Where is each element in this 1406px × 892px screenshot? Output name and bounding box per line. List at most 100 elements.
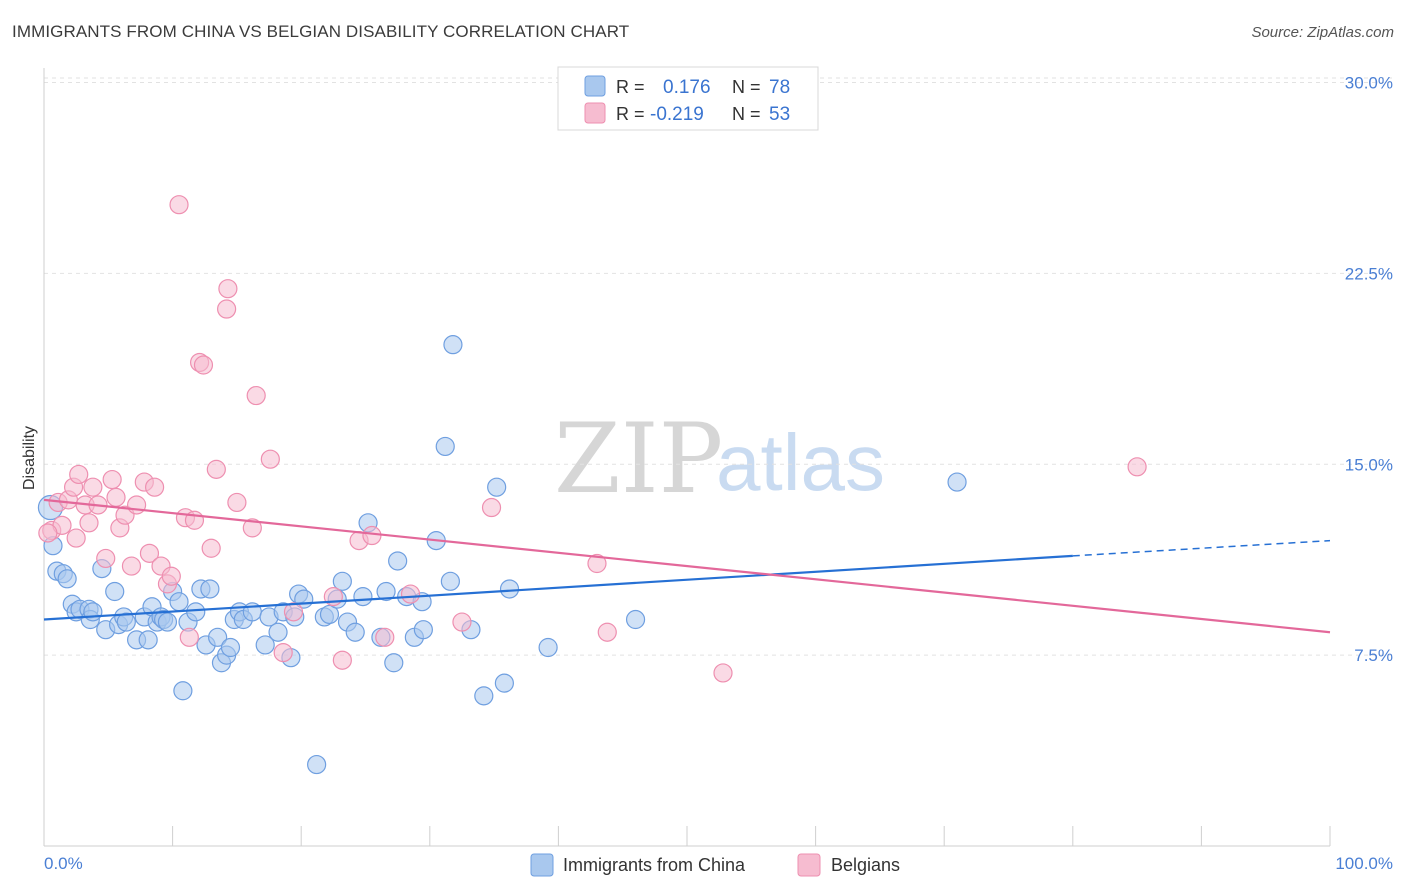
belgian-point — [481, 497, 502, 518]
belgian-point — [69, 464, 89, 485]
belgian-point — [273, 642, 293, 663]
watermark-atlas: atlas — [716, 418, 885, 507]
bottom-legend-label-pink: Belgians — [831, 855, 900, 875]
china-point — [487, 477, 507, 497]
belgian-point — [102, 469, 122, 490]
bottom-legend-swatch-blue — [530, 853, 554, 877]
chart-title: IMMIGRANTS FROM CHINA VS BELGIAN DISABIL… — [12, 22, 630, 41]
china-point — [307, 754, 327, 775]
china-point — [319, 604, 340, 625]
y-tick-labels: 7.5% 15.0% 22.5% 30.0% — [1345, 74, 1393, 666]
china-point — [538, 637, 558, 658]
bottom-legend: Immigrants from China Belgians — [530, 853, 900, 877]
belgian-point — [193, 355, 214, 375]
china-point — [57, 569, 77, 589]
china-point — [435, 436, 455, 457]
china-point — [169, 592, 189, 612]
china-point — [345, 622, 365, 642]
trend-line-china — [43, 554, 1073, 621]
legend-box: R = 0.176 N = 78 R = -0.219 N = 53 — [557, 66, 819, 131]
legend-r-value-pink: -0.219 — [650, 104, 704, 125]
china-point — [388, 551, 408, 571]
china-point — [413, 620, 433, 640]
belgian-point — [144, 477, 165, 497]
china-point — [200, 579, 220, 599]
belgian-point — [283, 602, 304, 622]
belgian-point — [79, 513, 99, 533]
belgian-point — [83, 477, 103, 497]
trend-lines — [43, 498, 1331, 634]
bottom-legend-swatch-pink — [797, 853, 821, 877]
china-point — [173, 681, 193, 701]
y-axis-title: Disability — [21, 426, 38, 490]
x-axis-ticks — [43, 826, 1331, 846]
y-tick-label: 15.0% — [1345, 455, 1393, 474]
china-point — [353, 587, 373, 607]
bottom-legend-label-blue: Immigrants from China — [563, 855, 746, 875]
legend-r-label-blue: R = — [616, 77, 645, 97]
china-point — [474, 686, 494, 706]
belgian-point — [400, 584, 421, 604]
trend-line-china-extension — [1072, 539, 1331, 557]
legend-swatch-pink — [584, 102, 606, 124]
belgian-point — [332, 650, 352, 670]
belgian-point — [587, 553, 607, 574]
china-point — [105, 581, 125, 602]
legend-n-value-pink: 53 — [769, 104, 790, 125]
china-point — [138, 630, 158, 650]
legend-n-label-blue: N = — [732, 77, 761, 97]
legend-swatch-blue — [584, 75, 606, 97]
china-point — [332, 571, 352, 591]
belgian-point — [139, 543, 160, 563]
belgian-point — [121, 556, 142, 576]
watermark: ZIP atlas — [554, 403, 885, 515]
belgian-point — [217, 299, 237, 319]
belgian-point — [227, 492, 247, 513]
trend-line-belgians — [43, 498, 1331, 634]
belgian-point — [242, 518, 262, 538]
belgian-point — [201, 538, 221, 558]
belgian-point — [246, 385, 266, 406]
china-point — [494, 673, 514, 693]
y-tick-label: 30.0% — [1345, 74, 1393, 93]
y-tick-label: 22.5% — [1345, 264, 1393, 283]
china-point — [384, 653, 404, 673]
series-immigrants-from-china-points — [37, 335, 967, 775]
legend-r-label-pink: R = — [616, 104, 645, 124]
china-point — [208, 627, 228, 647]
legend-n-value-blue: 78 — [769, 77, 790, 98]
x-tick-label-max: 100.0% — [1335, 854, 1393, 873]
china-point — [116, 612, 136, 632]
belgian-point — [713, 663, 733, 683]
china-point — [443, 335, 463, 355]
legend-n-label-pink: N = — [732, 104, 761, 124]
belgian-point — [1127, 457, 1147, 477]
belgian-point — [126, 495, 147, 515]
belgian-point — [260, 449, 280, 469]
belgian-point — [452, 612, 472, 632]
china-point — [255, 635, 275, 655]
china-point — [376, 581, 396, 602]
china-point — [157, 612, 178, 632]
belgian-point — [106, 487, 126, 507]
china-point — [947, 472, 967, 492]
belgian-point — [38, 523, 58, 543]
china-point — [625, 609, 646, 630]
belgian-point — [66, 528, 86, 548]
belgian-point — [179, 627, 199, 647]
belgian-point — [375, 627, 395, 647]
china-point — [220, 637, 241, 658]
belgian-point — [96, 548, 116, 569]
watermark-zip: ZIP — [554, 403, 723, 515]
belgian-point — [169, 195, 189, 215]
china-point — [83, 602, 103, 622]
belgian-point — [218, 279, 238, 299]
china-point — [440, 571, 460, 591]
china-point — [499, 579, 520, 599]
legend-r-value-blue: 0.176 — [663, 77, 711, 98]
china-point — [186, 602, 206, 622]
y-tick-label: 7.5% — [1354, 646, 1393, 665]
belgian-point — [161, 566, 181, 586]
belgian-point — [362, 525, 382, 546]
